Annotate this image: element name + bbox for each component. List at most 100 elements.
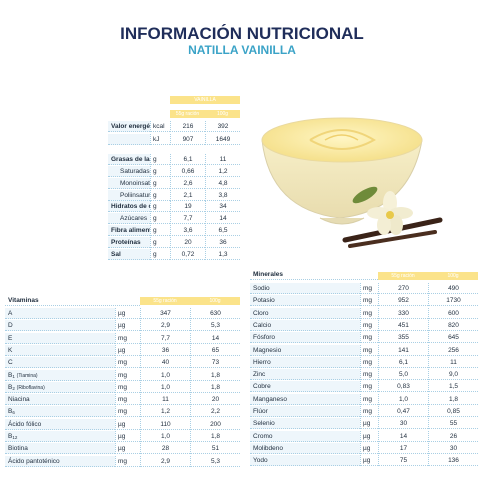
nutrient-name: C [8, 359, 13, 367]
value-100g: 34 [205, 201, 240, 212]
group-header: VAINILLA [170, 96, 240, 104]
nutrient-name: Cloro [253, 309, 269, 317]
row-label: Proteínas [108, 237, 150, 248]
value-portion: 1,2 [140, 406, 190, 418]
value-100g: 14 [190, 332, 240, 344]
value-portion: 75 [378, 455, 428, 467]
value-portion: 7,7 [170, 213, 205, 224]
unit: g [150, 166, 170, 177]
row-label: Monoinsaturadas [108, 178, 150, 189]
nutrient-name: E [8, 334, 13, 342]
value-100g: 14 [205, 213, 240, 224]
nutrient-name: Ácido fólico [8, 420, 42, 428]
subscript: 2 [12, 385, 15, 391]
row-label: Ácido fólico [5, 418, 115, 430]
nutrient-name: Fósforo [253, 334, 276, 342]
value-100g: 256 [428, 344, 478, 356]
table-title: Minerales [250, 269, 378, 280]
value-100g: 11 [205, 154, 240, 165]
row-label: Cloro [250, 307, 360, 319]
unit: µg [115, 418, 140, 430]
row-label: Cromo [250, 430, 360, 442]
unit: mg [115, 332, 140, 344]
value-portion: 1,0 [140, 381, 190, 393]
nutrient-name: B [8, 433, 13, 440]
nutrient-name: Selenio [253, 420, 275, 428]
column-header: 100g [190, 297, 240, 305]
subscript: 6 [12, 410, 15, 416]
nutrient-name: Monoinsaturadas [120, 180, 150, 187]
unit: g [150, 178, 170, 189]
unit: mg [115, 369, 140, 381]
row-label: E [5, 332, 115, 344]
value-100g: 630 [190, 308, 240, 319]
row-label [108, 134, 150, 145]
value-100g: 4,8 [205, 178, 240, 189]
unit: µg [360, 442, 378, 454]
value-100g: 30 [428, 442, 478, 454]
value-portion: 3,6 [170, 225, 205, 236]
unit: µg [115, 320, 140, 332]
unit: mg [360, 393, 378, 405]
value-portion: 17 [378, 442, 428, 454]
unit: g [150, 154, 170, 165]
row-label: Molibdeno [250, 442, 360, 454]
unit: mg [115, 357, 140, 369]
row-label: A [5, 308, 115, 319]
nutrient-name: Cromo [253, 432, 273, 440]
value-100g: 820 [428, 319, 478, 331]
value-100g: 1730 [428, 295, 478, 307]
row-label: Biotina [5, 443, 115, 455]
row-label: Valor energético [108, 121, 150, 132]
row-label: C [5, 357, 115, 369]
value-100g: 2,2 [190, 406, 240, 418]
row-label: Manganeso [250, 393, 360, 405]
row-label: Hidratos de carbono de los cuales: [108, 201, 150, 212]
value-portion: 2,6 [170, 178, 205, 189]
unit: g [150, 201, 170, 212]
nutrient-name: Proteínas [111, 239, 141, 246]
value-100g: 36 [205, 237, 240, 248]
custard-illustration [261, 117, 443, 248]
value-portion: 1,0 [140, 431, 190, 442]
row-label: D [5, 320, 115, 332]
value-portion: 28 [140, 443, 190, 455]
value-portion: 1,0 [140, 369, 190, 381]
subscript: 1 [12, 373, 15, 379]
value-100g: 200 [190, 418, 240, 430]
unit: mg [360, 295, 378, 307]
row-label: Flúor [250, 406, 360, 417]
unit: g [150, 213, 170, 224]
nutrient-name: Sal [111, 251, 121, 258]
nutrient-name: Grasas de las cuales: [111, 156, 150, 163]
unit: mg [360, 369, 378, 381]
value-100g: 1,8 [190, 431, 240, 442]
nutrient-name: A [8, 310, 13, 317]
value-100g: 51 [190, 443, 240, 455]
subtitle: NATILLA VAINILLA [188, 43, 296, 57]
title: INFORMACIÓN NUTRICIONAL [120, 24, 364, 43]
value-100g: 5,3 [190, 455, 240, 467]
value-portion: 40 [140, 357, 190, 369]
value-100g: 1,8 [190, 381, 240, 393]
unit: mg [360, 283, 378, 294]
value-100g: 6,5 [205, 225, 240, 236]
value-100g: 65 [190, 344, 240, 356]
value-portion: 20 [170, 237, 205, 248]
unit: µg [115, 443, 140, 455]
value-100g: 490 [428, 283, 478, 294]
unit: g [150, 249, 170, 260]
value-100g: 11 [428, 356, 478, 368]
value-portion: 0,83 [378, 381, 428, 393]
value-portion: 2,9 [140, 455, 190, 467]
nutrient-note: (Riboflavina) [16, 384, 45, 391]
nutrient-name: Flúor [253, 408, 268, 415]
column-header: 55g ración [378, 272, 428, 280]
value-portion: 451 [378, 319, 428, 331]
value-portion: 330 [378, 307, 428, 319]
row-label: Magnesio [250, 344, 360, 356]
nutrient-name: B [8, 408, 13, 416]
unit: g [150, 237, 170, 248]
nutrient-name: Azúcares [120, 215, 148, 222]
